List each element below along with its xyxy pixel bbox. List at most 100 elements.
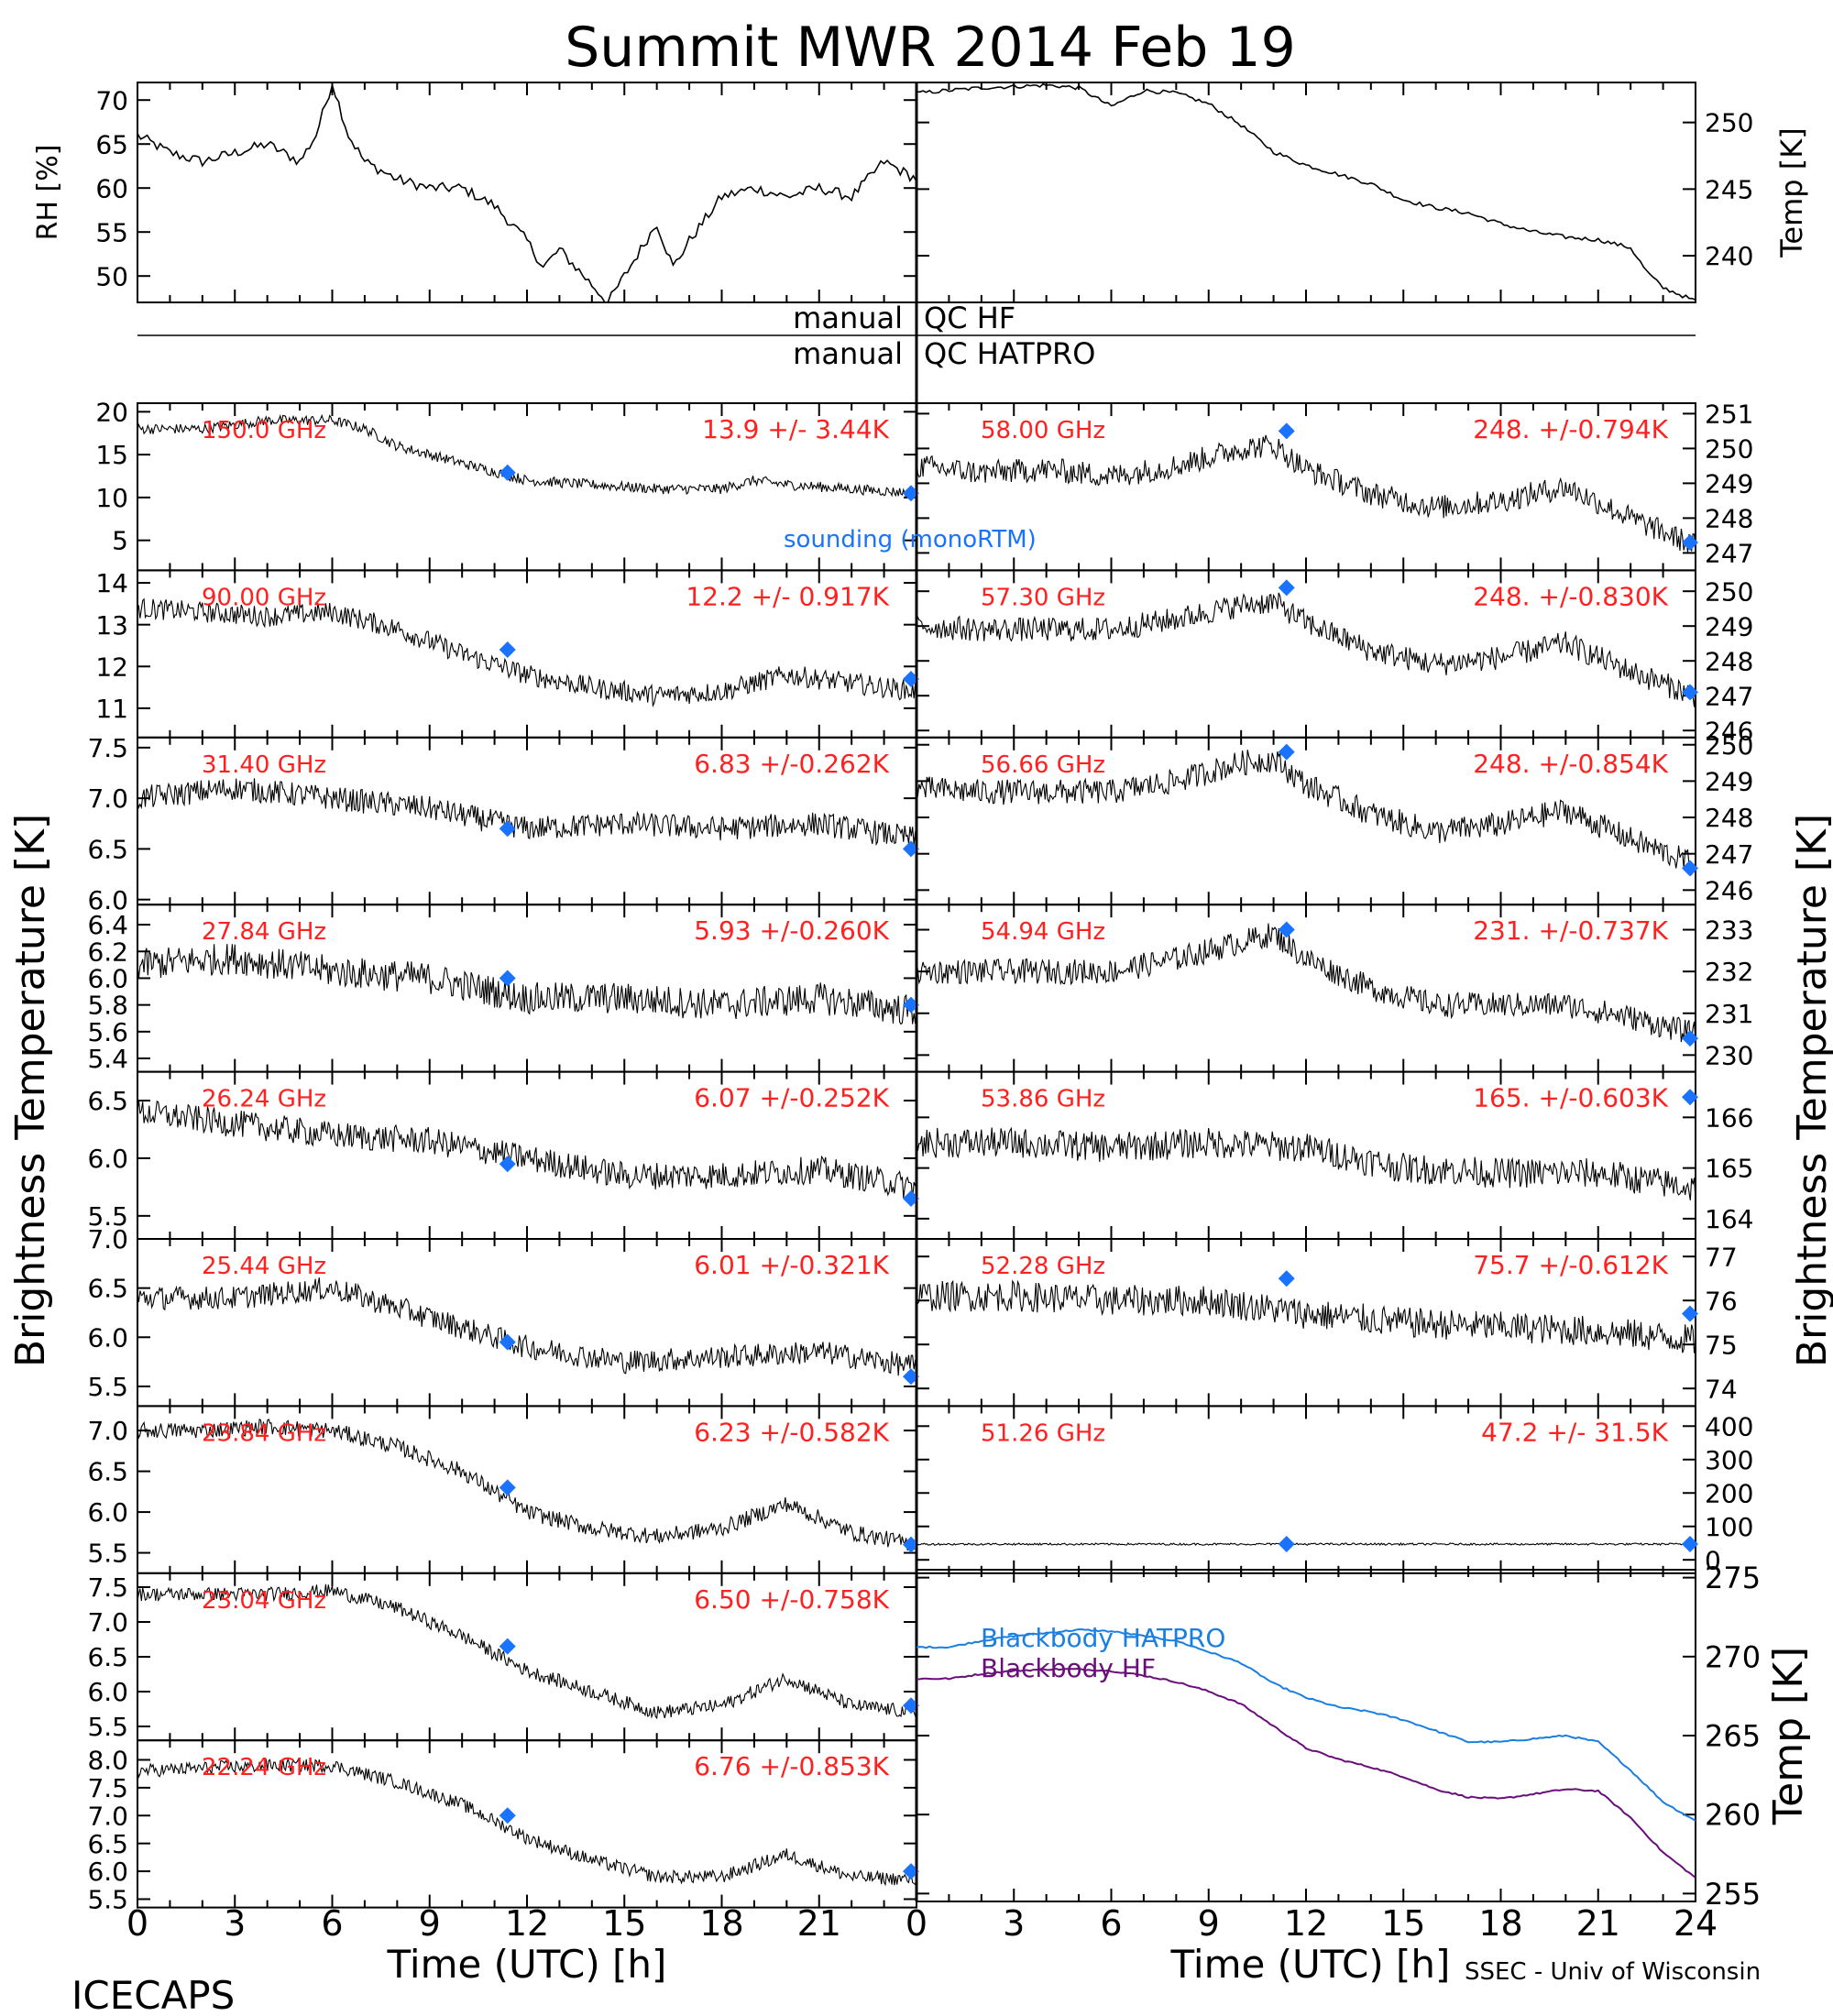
ch-l1-stats-label: 13.9 +/- 3.44K <box>702 414 889 444</box>
y-tick-label: 60 <box>95 173 128 203</box>
sounding-marker <box>1278 579 1295 597</box>
ch-l6-stats-label: 6.01 +/-0.321K <box>694 1250 889 1280</box>
y-tick-label: 251 <box>1705 399 1753 429</box>
panel-ch-l2: 14 13 12 11 90.00 GHz 12.2 +/- 0.917K <box>95 568 919 739</box>
y-tick-label: 240 <box>1705 241 1753 271</box>
ch-l2-stats-label: 12.2 +/- 0.917K <box>686 581 889 611</box>
panel-ch-l6: 7.0 6.5 6.0 5.5 25.44 GHz 6.01 +/-0.321K <box>87 1224 919 1408</box>
y-tick-label: 247 <box>1705 839 1753 870</box>
y-tick-label: 230 <box>1705 1040 1753 1070</box>
y-tick-label: 250 <box>1705 730 1753 761</box>
sounding-marker <box>1682 534 1698 551</box>
right-axis-title: Brightness Temperature [K] <box>1789 814 1833 1367</box>
sounding-marker <box>1682 1030 1698 1047</box>
y-tick-label: 6.5 <box>87 834 128 864</box>
y-tick-label: 11 <box>95 694 128 724</box>
x-tick-label: 12 <box>505 1903 549 1944</box>
panel-ch-r4: 233 232 231 230 54.94 GHz 231. +/-0.737K <box>916 904 1753 1073</box>
ch-l7-freq-label: 23.84 GHz <box>202 1419 326 1447</box>
x-axis-label-right: Time (UTC) [h] <box>1170 1942 1451 1987</box>
x-tick-label: 0 <box>906 1903 927 1944</box>
x-tick-label: 9 <box>1198 1903 1220 1944</box>
ch-r4-trace <box>916 923 1696 1046</box>
qc-hf-left-label: manual <box>793 301 903 335</box>
sounding-marker <box>903 1189 919 1207</box>
panel-blackbody: 275 270 265 260 255 Blackbody HATPRO Blackbo… <box>916 1561 1812 1912</box>
ch-r6-freq-label: 52.28 GHz <box>981 1253 1105 1280</box>
y-tick-label: 265 <box>1705 1719 1761 1754</box>
ch-l6-trace <box>137 1277 917 1376</box>
sounding-marker <box>1682 860 1698 877</box>
bb-hf-line <box>916 1667 1696 1879</box>
blackbody-axis-label: Temp [K] <box>1765 1647 1812 1825</box>
y-tick-label: 164 <box>1705 1204 1753 1234</box>
y-tick-label: 100 <box>1705 1512 1753 1542</box>
sounding-marker <box>1278 422 1295 440</box>
ch-l6-freq-label: 25.44 GHz <box>202 1253 326 1280</box>
sounding-marker <box>499 1333 516 1351</box>
y-tick-label: 76 <box>1705 1286 1738 1316</box>
ch-l5-trace <box>137 1099 917 1199</box>
x-tick-label: 6 <box>1100 1903 1122 1944</box>
ch-r2-trace <box>916 592 1696 707</box>
x-axis-label-left: Time (UTC) [h] <box>387 1942 667 1987</box>
x-tick-label: 18 <box>1478 1903 1522 1944</box>
sounding-marker <box>499 1807 516 1824</box>
y-tick-label: 6.0 <box>87 885 128 915</box>
y-tick-label: 6.5 <box>87 1829 128 1859</box>
ch-l8-freq-label: 23.04 GHz <box>202 1587 326 1615</box>
y-tick-label: 6.5 <box>87 1457 128 1487</box>
ch-r6-stats-label: 75.7 +/-0.612K <box>1473 1250 1668 1280</box>
y-tick-label: 65 <box>95 129 128 159</box>
y-tick-label: 70 <box>95 85 128 115</box>
y-tick-label: 5.6 <box>87 1017 128 1047</box>
sounding-marker <box>499 820 516 838</box>
sounding-marker <box>1682 1536 1698 1553</box>
y-tick-label: 6.0 <box>87 1144 128 1174</box>
sounding-marker <box>903 996 919 1013</box>
sounding-marker <box>903 1536 919 1553</box>
temp-frame <box>916 82 1696 303</box>
y-tick-label: 15 <box>95 440 128 470</box>
ch-r7-freq-label: 51.26 GHz <box>981 1419 1105 1447</box>
sounding-marker <box>499 1638 516 1655</box>
y-tick-label: 14 <box>95 568 128 598</box>
x-tick-label: 0 <box>126 1903 148 1944</box>
footer-left: ICECAPS <box>71 1973 235 2016</box>
panel-ch-l9: 8.07.57.06.56.05.5 22.24 GHz 6.76 +/-0.853… <box>87 1739 919 1915</box>
panel-ch-l5: 6.5 6.0 5.5 26.24 GHz 6.07 +/-0.252K <box>87 1070 919 1240</box>
x-axis-tick-labels: 0 3 6 9 12 15 18 21 0 3 6 9 12 15 18 21 24 <box>126 1903 1718 1944</box>
y-tick-label: 7.0 <box>87 1416 128 1446</box>
ch-r6-trace <box>916 1279 1696 1353</box>
qc-hatpro-right-label: QC HATPRO <box>924 336 1095 371</box>
sounding-marker <box>903 1368 919 1386</box>
sounding-marker <box>903 1697 919 1715</box>
y-tick-label: 74 <box>1705 1374 1738 1404</box>
y-tick-label: 250 <box>1705 433 1753 464</box>
y-tick-label: 6.0 <box>87 1322 128 1353</box>
y-tick-label: 5.5 <box>87 1201 128 1232</box>
x-tick-label: 15 <box>602 1903 646 1944</box>
y-tick-label: 248 <box>1705 803 1753 833</box>
y-tick-label: 7.0 <box>87 1801 128 1831</box>
y-tick-label: 7.0 <box>87 783 128 814</box>
ch-l9-trace <box>137 1757 917 1887</box>
ch-l2-freq-label: 90.00 GHz <box>202 584 326 611</box>
panel-ch-r2: 250 249 248 247 246 57.30 GHz 248. +/-0.830K <box>916 569 1753 746</box>
ch-l9-freq-label: 22.24 GHz <box>202 1754 326 1781</box>
ch-l9-stats-label: 6.76 +/-0.853K <box>694 1751 889 1781</box>
y-tick-label: 5.8 <box>87 991 128 1021</box>
y-tick-label: 5.5 <box>87 1885 128 1915</box>
ch-l8-trace <box>137 1583 917 1720</box>
ch-l7-trace <box>137 1418 917 1551</box>
blackbody-frame <box>916 1569 1696 1902</box>
y-tick-label: 6.0 <box>87 1497 128 1528</box>
sounding-marker <box>903 1863 919 1880</box>
x-tick-label: 6 <box>321 1903 343 1944</box>
ch-r4-freq-label: 54.94 GHz <box>981 918 1105 946</box>
ch-l5-freq-label: 26.24 GHz <box>202 1086 326 1113</box>
ch-r2-stats-label: 248. +/-0.830K <box>1473 581 1668 611</box>
channel-panels: 20 15 10 5 150.0 GHz 13.9 +/- 3.44K 14 13 12 11 90… <box>87 397 1753 1914</box>
sounding-marker <box>903 840 919 858</box>
y-tick-label: 245 <box>1705 174 1753 204</box>
